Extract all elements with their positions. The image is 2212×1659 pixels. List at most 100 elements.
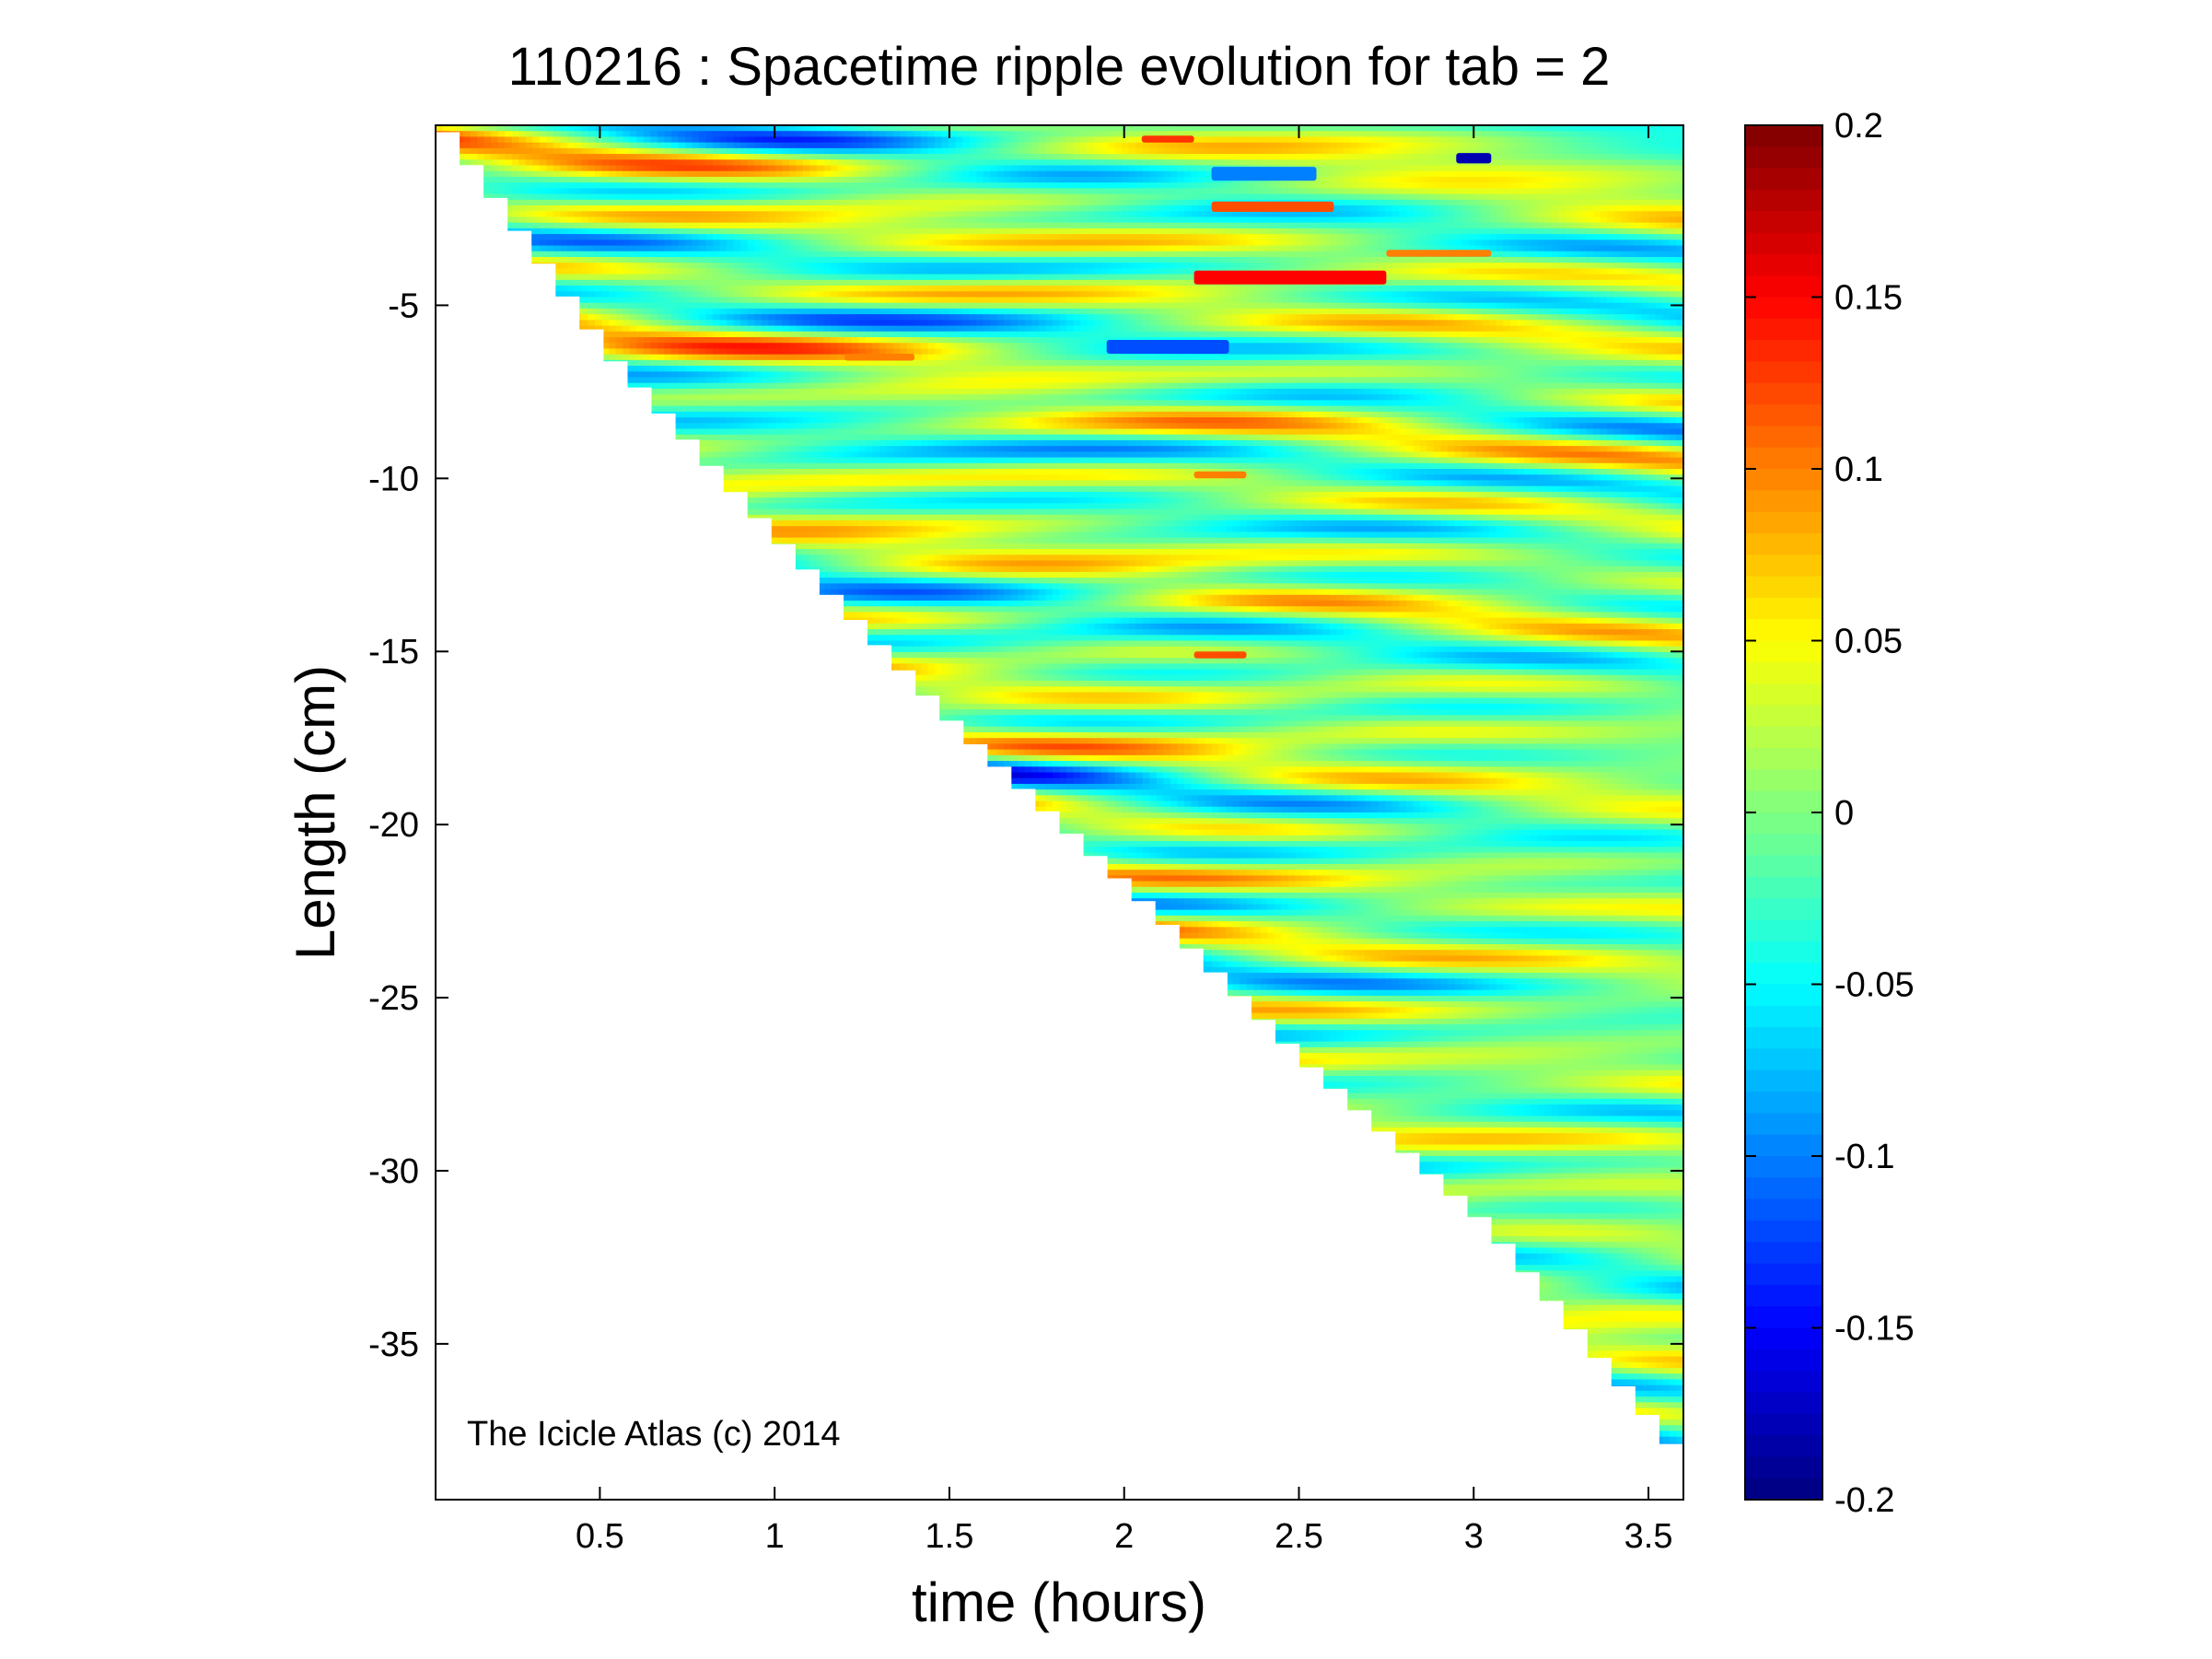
heatmap-cell [727, 246, 734, 252]
heatmap-cell [796, 406, 803, 413]
heatmap-cell [949, 567, 956, 573]
heatmap-cell [858, 280, 866, 286]
heatmap-cell [671, 309, 679, 315]
heatmap-cell [852, 298, 859, 304]
heatmap-cell [720, 188, 728, 194]
heatmap-cell [886, 177, 893, 183]
heatmap-cell [734, 188, 741, 194]
heatmap-cell [595, 286, 602, 292]
heatmap-cell [921, 257, 928, 263]
heatmap-cell [740, 159, 748, 166]
heatmap-cell [907, 286, 914, 292]
heatmap-cell [852, 194, 859, 201]
heatmap-cell [727, 216, 734, 223]
heatmap-cell [942, 497, 949, 504]
heatmap-cell [886, 320, 893, 326]
heatmap-cell [609, 159, 616, 166]
heatmap-cell [824, 520, 832, 527]
heatmap-cell [775, 136, 783, 143]
heatmap-cell [720, 251, 728, 258]
heatmap-cell [866, 136, 873, 143]
heatmap-cell [762, 428, 769, 435]
heatmap-cell [789, 348, 797, 355]
heatmap-cell [844, 263, 852, 269]
heatmap-cell [893, 549, 901, 555]
heatmap-cell [532, 159, 540, 166]
heatmap-cell [748, 200, 755, 206]
heatmap-cell [762, 257, 769, 263]
heatmap-cell [935, 286, 942, 292]
heatmap-cell [734, 216, 741, 223]
heatmap-cell [914, 618, 921, 625]
heatmap-cell [706, 389, 714, 395]
heatmap-cell [914, 337, 921, 344]
heatmap-cell [831, 492, 838, 498]
heatmap-cell [824, 148, 832, 155]
heatmap-cell [879, 474, 887, 481]
heatmap-cell [650, 154, 658, 160]
heatmap-cell [768, 423, 775, 429]
heatmap-cell [706, 205, 714, 212]
heatmap-cell [935, 131, 942, 137]
heatmap-cell [734, 309, 741, 315]
heatmap-cell [872, 572, 879, 578]
heatmap-cell [623, 211, 630, 217]
heatmap-cell [748, 263, 755, 269]
heatmap-cell [754, 143, 762, 149]
heatmap-cell [754, 440, 762, 447]
heatmap-cell [817, 194, 824, 201]
heatmap-cell [748, 171, 755, 178]
heatmap-cell [706, 435, 714, 441]
heatmap-cell [942, 412, 949, 418]
heatmap-cell [949, 154, 956, 160]
heatmap-cell [762, 159, 769, 166]
heatmap-cell [699, 428, 706, 435]
heatmap-cell [658, 320, 665, 326]
heatmap-cell [886, 143, 893, 149]
heatmap-cell [838, 451, 845, 458]
heatmap-cell [907, 526, 914, 532]
heatmap-cell [824, 320, 832, 326]
heatmap-cell [658, 371, 665, 378]
heatmap-cell [693, 428, 700, 435]
heatmap-cell [636, 251, 644, 258]
heatmap-cell [616, 291, 623, 298]
heatmap-cell [699, 371, 706, 378]
heatmap-cell [768, 332, 775, 338]
heatmap-cell [927, 480, 935, 486]
heatmap-cell [824, 257, 832, 263]
heatmap-cell [789, 520, 797, 527]
heatmap-cell [914, 125, 921, 132]
heatmap-cell [754, 280, 762, 286]
heatmap-cell [824, 171, 832, 178]
heatmap-cell [886, 612, 893, 618]
heatmap-cell [844, 394, 852, 401]
heatmap-cell [893, 337, 901, 344]
heatmap-cell [844, 251, 852, 258]
heatmap-cell [879, 606, 887, 613]
heatmap-cell [671, 131, 679, 137]
heatmap-cell [886, 526, 893, 532]
heatmap-cell [727, 280, 734, 286]
heatmap-cell [852, 131, 859, 137]
heatmap-cell [942, 200, 949, 206]
heatmap-cell [914, 503, 921, 509]
heatmap-cell [664, 355, 671, 361]
heatmap-cell [942, 286, 949, 292]
heatmap-cell [942, 549, 949, 555]
heatmap-cell [942, 136, 949, 143]
heatmap-cell [942, 538, 949, 544]
heatmap-cell [623, 268, 630, 275]
heatmap-cell [748, 406, 755, 413]
heatmap-cell [942, 681, 949, 687]
heatmap-cell [650, 251, 658, 258]
heatmap-cell [650, 286, 658, 292]
heatmap-cell [949, 635, 956, 641]
heatmap-cell [844, 538, 852, 544]
heatmap-cell [623, 228, 630, 235]
heatmap-cell [685, 291, 693, 298]
heatmap-cell [630, 268, 637, 275]
heatmap-cell [748, 188, 755, 194]
heatmap-cell [935, 423, 942, 429]
heatmap-cell [484, 131, 492, 137]
